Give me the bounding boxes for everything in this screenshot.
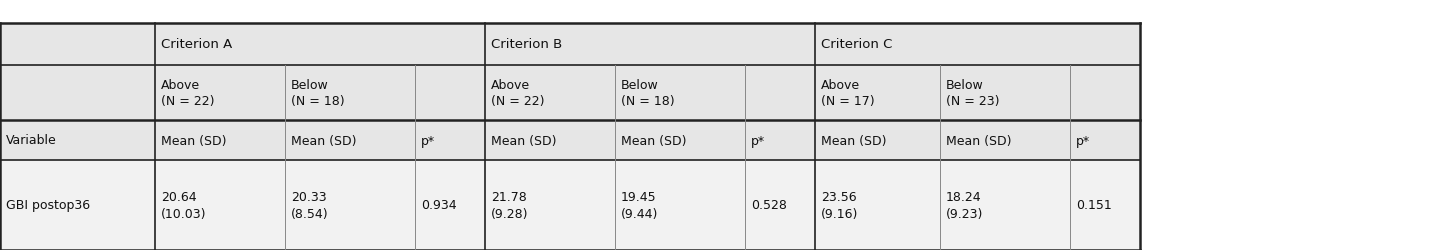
Bar xyxy=(0,120,1140,160)
Text: Below
(N = 23): Below (N = 23) xyxy=(945,78,1000,108)
Text: Mean (SD): Mean (SD) xyxy=(622,134,686,147)
Text: Criterion C: Criterion C xyxy=(822,38,892,51)
Text: Mean (SD): Mean (SD) xyxy=(161,134,226,147)
Text: Criterion A: Criterion A xyxy=(161,38,232,51)
Bar xyxy=(0,160,1140,250)
Text: 20.64
(10.03): 20.64 (10.03) xyxy=(161,190,207,220)
Text: 0.151: 0.151 xyxy=(1076,199,1112,212)
Text: Mean (SD): Mean (SD) xyxy=(291,134,357,147)
Text: GBI postop36: GBI postop36 xyxy=(6,199,91,212)
Text: Mean (SD): Mean (SD) xyxy=(945,134,1012,147)
Text: Variable: Variable xyxy=(6,134,56,147)
Text: 0.934: 0.934 xyxy=(422,199,456,212)
Bar xyxy=(0,24,1140,66)
Text: p*: p* xyxy=(751,134,766,147)
Text: Above
(N = 17): Above (N = 17) xyxy=(822,78,875,108)
Text: p*: p* xyxy=(1076,134,1091,147)
Text: Below
(N = 18): Below (N = 18) xyxy=(291,78,344,108)
Text: Above
(N = 22): Above (N = 22) xyxy=(491,78,544,108)
Text: p*: p* xyxy=(422,134,435,147)
Text: Above
(N = 22): Above (N = 22) xyxy=(161,78,214,108)
Text: 23.56
(9.16): 23.56 (9.16) xyxy=(822,190,859,220)
Text: 18.24
(9.23): 18.24 (9.23) xyxy=(945,190,983,220)
Text: 20.33
(8.54): 20.33 (8.54) xyxy=(291,190,328,220)
Text: Below
(N = 18): Below (N = 18) xyxy=(622,78,675,108)
Text: Mean (SD): Mean (SD) xyxy=(822,134,886,147)
Text: 19.45
(9.44): 19.45 (9.44) xyxy=(622,190,659,220)
Text: 0.528: 0.528 xyxy=(751,199,787,212)
Text: Criterion B: Criterion B xyxy=(491,38,563,51)
Text: 21.78
(9.28): 21.78 (9.28) xyxy=(491,190,528,220)
Bar xyxy=(0,66,1140,120)
Text: Mean (SD): Mean (SD) xyxy=(491,134,557,147)
